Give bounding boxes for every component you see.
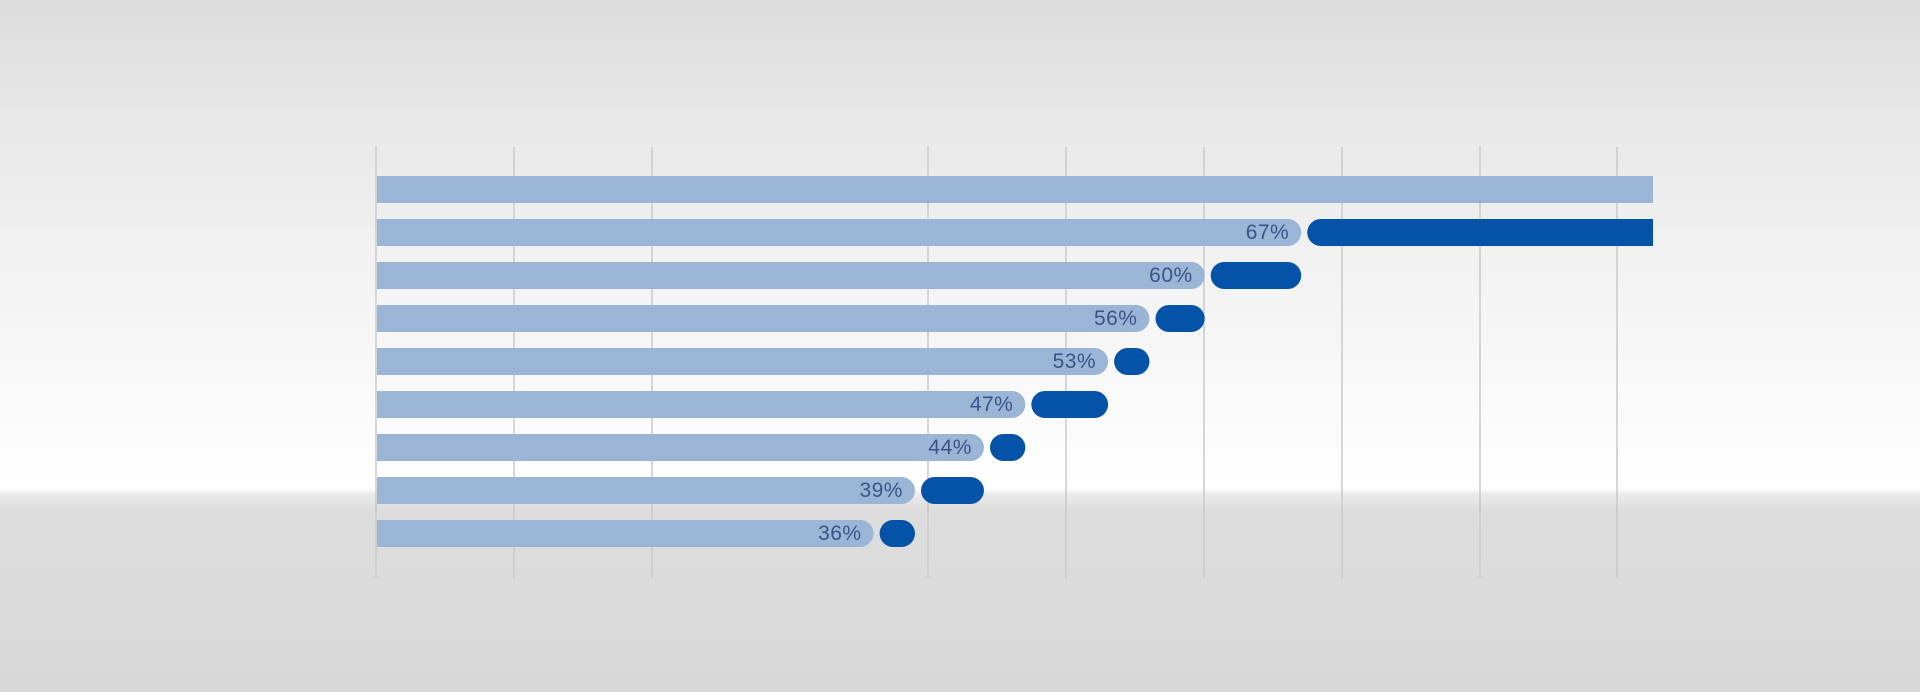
cap-bar	[920, 477, 984, 504]
cap-bar	[1307, 219, 1653, 246]
value-label: 53%	[1053, 350, 1097, 373]
base-bar	[377, 305, 1150, 332]
base-bar	[377, 348, 1109, 375]
bar-row-6: 44%	[377, 434, 1026, 461]
bar-row-8: 36%	[377, 520, 915, 547]
base-bar	[377, 391, 1026, 418]
base-bar	[377, 176, 1653, 203]
bar-row-1: 67%	[377, 219, 1653, 246]
cap-bar	[1210, 262, 1302, 289]
bar-row-7: 39%	[377, 477, 984, 504]
value-label: 56%	[1094, 307, 1138, 330]
cap-bar	[989, 434, 1026, 461]
value-label: 39%	[859, 479, 903, 502]
base-bar	[377, 434, 984, 461]
base-bar	[377, 477, 915, 504]
value-label: 60%	[1149, 264, 1193, 287]
value-label: 44%	[928, 436, 972, 459]
value-label: 67%	[1246, 221, 1290, 244]
bar-row-3: 56%	[377, 305, 1205, 332]
base-bar	[377, 262, 1205, 289]
value-label: 47%	[970, 393, 1014, 416]
bar-row-4: 53%	[377, 348, 1150, 375]
cap-bar	[1155, 305, 1205, 332]
bar-row-2: 60%	[377, 262, 1302, 289]
bars: 67% 60% 56% 53% 47% 44% 39% 36%	[377, 176, 1653, 547]
base-bar	[377, 520, 874, 547]
base-bar	[377, 219, 1302, 246]
cap-bar	[879, 520, 915, 547]
bar-row-0	[377, 176, 1653, 203]
cap-bar	[1114, 348, 1150, 375]
cap-bar	[1031, 391, 1109, 418]
value-label: 36%	[818, 522, 862, 545]
bar-row-5: 47%	[377, 391, 1109, 418]
